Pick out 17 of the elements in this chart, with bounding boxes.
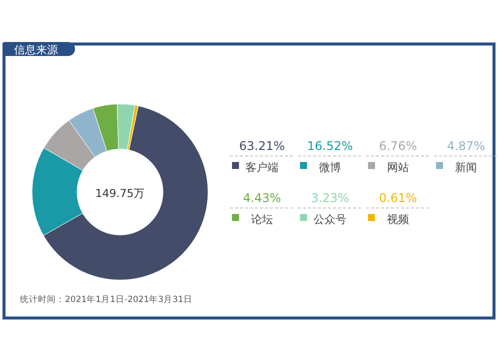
data-label: 63.21% [239, 139, 285, 153]
legend-label: 新闻 [455, 161, 477, 174]
data-label: 3.23% [310, 191, 350, 205]
chart-title: 信息来源 [14, 44, 58, 56]
legend-label: 论坛 [251, 213, 273, 226]
legend-label: 视频 [387, 213, 409, 226]
data-label: 16.52% [307, 139, 353, 153]
data-label: 6.76% [378, 139, 418, 153]
text: 统计时间：2021年1月1日-2021年3月31日 [20, 294, 192, 305]
text: 149.75万 [95, 187, 145, 200]
legend-label: 客户端 [246, 161, 278, 174]
legend-label: 公众号 [314, 213, 346, 226]
legend-label: 微博 [319, 161, 341, 174]
data-label: 0.61% [378, 191, 418, 205]
data-label: 4.87% [446, 139, 486, 153]
legend-label: 网站 [387, 161, 409, 174]
data-label: 4.43% [242, 191, 282, 205]
